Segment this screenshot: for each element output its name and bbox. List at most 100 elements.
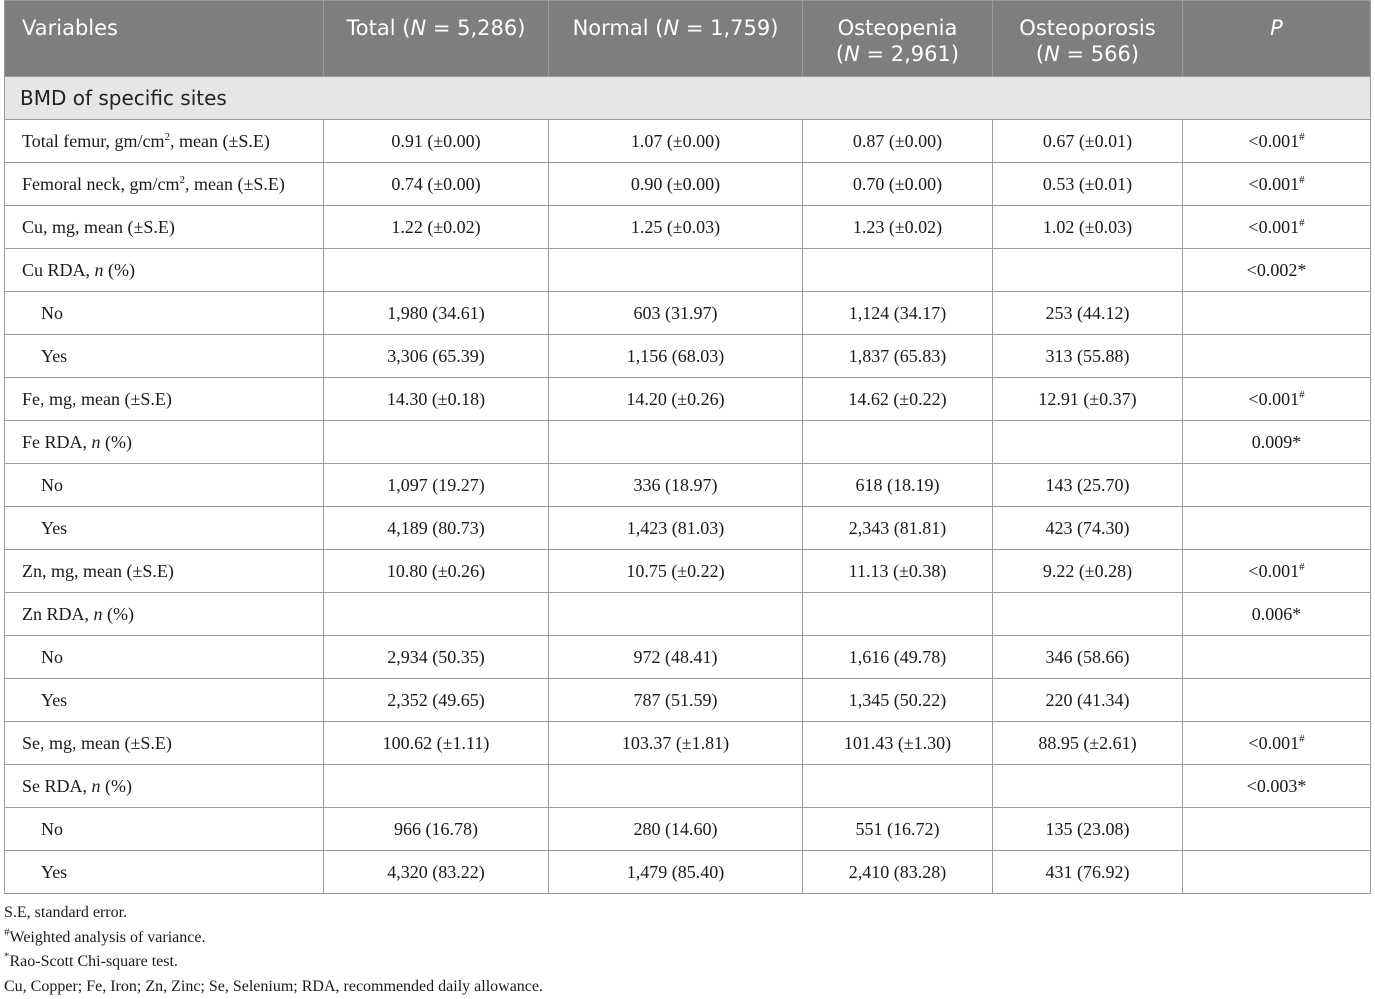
cell-osteoporosis xyxy=(992,592,1183,636)
cell-total: 14.30 (±0.18) xyxy=(323,377,549,421)
cell-osteopenia xyxy=(802,764,993,808)
cell-osteoporosis: 431 (76.92) xyxy=(992,850,1183,894)
table-row: No 2,934 (50.35) 972 (48.41) 1,616 (49.78) 3… xyxy=(4,635,1371,679)
cell-p: <0.001# xyxy=(1182,205,1371,249)
footnote-weighted-mark: # xyxy=(4,926,10,939)
header-total-pre: Total ( xyxy=(346,16,411,40)
table-row: Zn, mg, mean (±S.E) 10.80 (±0.26) 10.75 (±… xyxy=(4,549,1371,593)
header-osteopenia-pre: ( xyxy=(835,42,845,66)
row-label-italic: n xyxy=(91,431,101,452)
cell-total: 1,980 (34.61) xyxy=(323,291,549,335)
table-row: No 1,980 (34.61) 603 (31.97) 1,124 (34.17) 2… xyxy=(4,291,1371,335)
cell-osteopenia: 11.13 (±0.38) xyxy=(802,549,993,593)
row-label: No xyxy=(4,635,324,679)
cell-total: 0.91 (±0.00) xyxy=(323,119,549,163)
cell-normal: 1,156 (68.03) xyxy=(548,334,803,378)
cell-normal: 1,479 (85.40) xyxy=(548,850,803,894)
row-label-italic: n xyxy=(93,603,103,624)
cell-total: 0.74 (±0.00) xyxy=(323,162,549,206)
cell-normal xyxy=(548,420,803,464)
cell-total xyxy=(323,592,549,636)
header-p: P xyxy=(1182,0,1371,77)
cell-total: 1.22 (±0.02) xyxy=(323,205,549,249)
footnote-abbreviations: Cu, Copper; Fe, Iron; Zn, Zinc; Se, Sele… xyxy=(4,977,543,995)
header-osteoporosis-pre: ( xyxy=(1035,42,1045,66)
cell-osteopenia: 1.23 (±0.02) xyxy=(802,205,993,249)
cell-p: 0.006* xyxy=(1182,592,1371,636)
row-label: No xyxy=(4,807,324,851)
row-label: Femoral neck, gm/cm2, mean (±S.E) xyxy=(4,162,324,206)
footnote-se: S.E, standard error. xyxy=(4,904,128,921)
cell-osteopenia xyxy=(802,248,993,292)
row-label: Se, mg, mean (±S.E) xyxy=(4,721,324,765)
cell-osteopenia: 14.62 (±0.22) xyxy=(802,377,993,421)
row-label: Se RDA, n (%) xyxy=(4,764,324,808)
cell-total: 10.80 (±0.26) xyxy=(323,549,549,593)
row-label-suffix: (%) xyxy=(100,775,132,796)
p-value: <0.002* xyxy=(1246,259,1307,280)
table-row: Total femur, gm/cm2, mean (±S.E) 0.91 (±0… xyxy=(4,119,1371,163)
cell-normal: 1.07 (±0.00) xyxy=(548,119,803,163)
cell-osteopenia: 101.43 (±1.30) xyxy=(802,721,993,765)
cell-osteoporosis: 253 (44.12) xyxy=(992,291,1183,335)
header-normal-n: N xyxy=(663,16,680,40)
header-osteopenia: Osteopenia (N = 2,961) xyxy=(802,0,993,77)
p-value-mark: # xyxy=(1299,732,1305,745)
p-value: <0.001 xyxy=(1248,732,1300,753)
cell-osteoporosis xyxy=(992,420,1183,464)
row-label-text: Cu RDA, xyxy=(22,259,95,280)
cell-normal: 103.37 (±1.81) xyxy=(548,721,803,765)
cell-p xyxy=(1182,334,1371,378)
table-row: Se, mg, mean (±S.E) 100.62 (±1.11) 103.37 … xyxy=(4,721,1371,765)
row-label: Zn RDA, n (%) xyxy=(4,592,324,636)
cell-osteopenia: 551 (16.72) xyxy=(802,807,993,851)
row-label-text: Cu, mg, mean (±S.E) xyxy=(22,216,175,237)
section-row: BMD of specific sites xyxy=(4,76,1371,120)
cell-osteoporosis: 0.67 (±0.01) xyxy=(992,119,1183,163)
cell-total: 4,189 (80.73) xyxy=(323,506,549,550)
header-osteoporosis-n: N xyxy=(1044,42,1060,66)
cell-osteoporosis: 143 (25.70) xyxy=(992,463,1183,507)
p-value: <0.001 xyxy=(1248,130,1300,151)
row-label-text: Se, mg, mean (±S.E) xyxy=(22,732,172,753)
p-value-mark: # xyxy=(1299,173,1305,186)
cell-normal: 10.75 (±0.22) xyxy=(548,549,803,593)
cell-osteopenia: 1,616 (49.78) xyxy=(802,635,993,679)
cell-p xyxy=(1182,506,1371,550)
p-value-mark: # xyxy=(1299,216,1305,229)
row-label-text: No xyxy=(41,818,63,839)
cell-osteopenia: 2,343 (81.81) xyxy=(802,506,993,550)
cell-p: <0.001# xyxy=(1182,377,1371,421)
header-row: Variables Total (N = 5,286) Normal (N = … xyxy=(4,0,1371,77)
row-label-suffix: (%) xyxy=(102,603,134,624)
cell-osteoporosis: 12.91 (±0.37) xyxy=(992,377,1183,421)
header-total: Total (N = 5,286) xyxy=(323,0,549,77)
p-value: <0.001 xyxy=(1248,388,1300,409)
cell-normal: 1.25 (±0.03) xyxy=(548,205,803,249)
cell-normal: 336 (18.97) xyxy=(548,463,803,507)
table-row: Fe RDA, n (%) 0.009* xyxy=(4,420,1371,464)
table-row: Zn RDA, n (%) 0.006* xyxy=(4,592,1371,636)
cell-osteopenia: 0.87 (±0.00) xyxy=(802,119,993,163)
row-label-suffix: , mean (±S.E) xyxy=(184,173,285,194)
row-label-text: Yes xyxy=(41,517,68,538)
p-value-mark: # xyxy=(1299,130,1305,143)
cell-p xyxy=(1182,291,1371,335)
cell-p xyxy=(1182,807,1371,851)
row-label: Yes xyxy=(4,334,324,378)
footnotes: S.E, standard error. #Weighted analysis … xyxy=(4,901,1370,999)
cell-p: <0.002* xyxy=(1182,248,1371,292)
cell-osteoporosis: 1.02 (±0.03) xyxy=(992,205,1183,249)
row-label-text: Femoral neck, gm/cm xyxy=(22,173,180,194)
cell-p: <0.001# xyxy=(1182,119,1371,163)
cell-osteopenia: 0.70 (±0.00) xyxy=(802,162,993,206)
cell-osteopenia: 1,345 (50.22) xyxy=(802,678,993,722)
row-label: Fe, mg, mean (±S.E) xyxy=(4,377,324,421)
row-label: Yes xyxy=(4,850,324,894)
header-total-n: N xyxy=(410,16,427,40)
cell-normal: 1,423 (81.03) xyxy=(548,506,803,550)
p-value-mark: # xyxy=(1299,388,1305,401)
section-label: BMD of specific sites xyxy=(4,76,1371,120)
cell-normal: 14.20 (±0.26) xyxy=(548,377,803,421)
table-row: Cu RDA, n (%) <0.002* xyxy=(4,248,1371,292)
